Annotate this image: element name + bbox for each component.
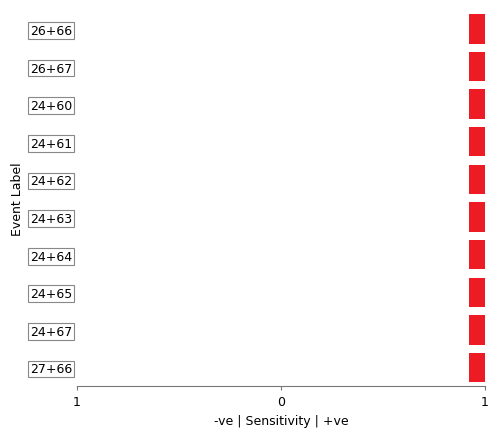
Bar	[468, 128, 485, 157]
Bar	[468, 166, 485, 194]
Bar	[468, 90, 485, 120]
X-axis label: -ve | Sensitivity | +ve: -ve | Sensitivity | +ve	[214, 414, 348, 427]
Bar	[468, 203, 485, 232]
Y-axis label: Event Label: Event Label	[11, 162, 24, 236]
Bar	[468, 15, 485, 45]
Bar	[468, 53, 485, 82]
Bar	[468, 278, 485, 307]
Bar	[468, 315, 485, 345]
Bar	[468, 353, 485, 382]
Bar	[468, 240, 485, 270]
